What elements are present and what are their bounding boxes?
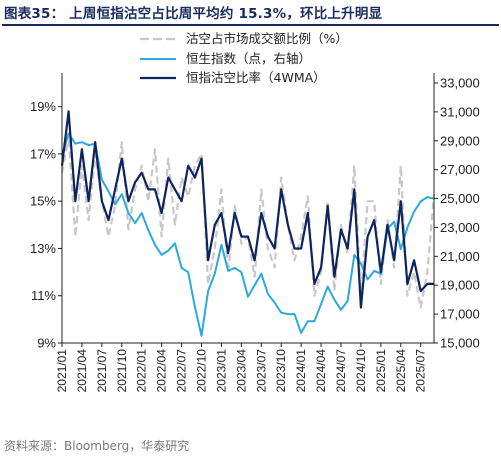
- y-left-tick-label: 17%: [30, 146, 56, 161]
- y-right-tick-label: 21,000: [440, 249, 480, 264]
- x-tick-label: 2023/07: [254, 349, 268, 393]
- plot-area: [60, 110, 436, 337]
- x-tick-label: 2024/04: [314, 349, 328, 393]
- legend: 沽空占市场成交额比例（%） 恒生指数（点，右轴） 恒指沽空比率（4WMA）: [140, 31, 348, 85]
- legend-label-2: 恒生指数（点，右轴）: [186, 51, 311, 66]
- legend-label-3: 恒指沽空比率（4WMA）: [186, 70, 326, 85]
- x-tick-label: 2022/10: [195, 349, 209, 393]
- x-tick-label: 2023/10: [274, 349, 288, 393]
- x-tick-label: 2024/10: [354, 349, 368, 393]
- y-right-tick-label: 15,000: [440, 336, 480, 351]
- series-line-1: [60, 133, 436, 309]
- y-right-tick-label: 25,000: [440, 191, 480, 206]
- y-right-tick-label: 33,000: [440, 76, 480, 91]
- title-divider: [2, 24, 499, 26]
- y-right-tick-label: 31,000: [440, 104, 480, 119]
- x-tick-label: 2025/01: [374, 349, 388, 393]
- source-note: 资料来源：Bloomberg，华泰研究: [4, 439, 190, 453]
- x-tick-label: 2025/07: [414, 349, 428, 393]
- x-tick-label: 2022/01: [135, 349, 149, 393]
- x-tick-label: 2021/10: [115, 349, 129, 393]
- x-tick-label: 2023/04: [234, 349, 248, 393]
- y-right-tick-label: 29,000: [440, 133, 480, 148]
- axes: 9% 11% 13% 15% 17% 19% 15,000 17,000 19,000 21,00…: [30, 73, 480, 392]
- x-tick-label: 2025/04: [394, 349, 408, 393]
- x-tick-label: 2022/04: [155, 349, 169, 393]
- y-left-tick-label: 15%: [30, 194, 56, 209]
- x-tick-label: 2023/01: [214, 349, 228, 393]
- y-left-tick-label: 9%: [37, 336, 56, 351]
- figure-title: 图表35： 上周恒指沽空占比周平均约 15.3%，环比上升明显: [4, 6, 383, 22]
- y-left-tick-label: 11%: [31, 288, 56, 303]
- y-right-tick-label: 17,000: [440, 307, 480, 322]
- x-tick-label: 2021/04: [75, 349, 89, 393]
- series-line-2: [61, 132, 435, 337]
- series-line-3: [60, 110, 434, 309]
- x-tick-label: 2021/01: [55, 349, 69, 393]
- chart-svg: 9% 11% 13% 15% 17% 19% 15,000 17,000 19,000 21,00…: [30, 31, 480, 392]
- y-right-tick-label: 27,000: [440, 162, 480, 177]
- x-tick-label: 2024/07: [334, 349, 348, 393]
- y-left-tick-label: 19%: [30, 99, 56, 114]
- x-tick-label: 2022/07: [175, 349, 189, 393]
- y-left-tick-label: 13%: [30, 241, 56, 256]
- x-tick-label: 2024/01: [294, 349, 308, 393]
- x-tick-label: 2021/07: [95, 349, 109, 393]
- y-right-tick-label: 19,000: [440, 278, 480, 293]
- y-right-tick-label: 23,000: [440, 220, 480, 235]
- legend-label-1: 沽空占市场成交额比例（%）: [186, 31, 348, 46]
